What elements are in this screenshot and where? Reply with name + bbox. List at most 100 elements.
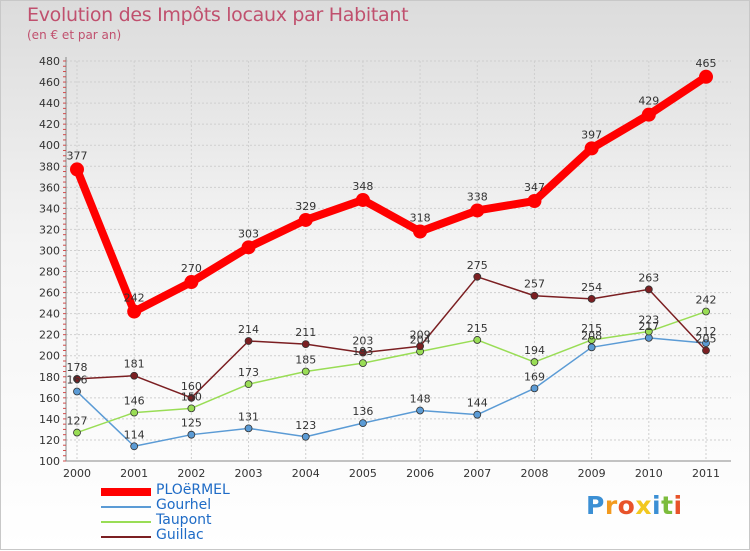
- data-point: [413, 224, 428, 239]
- data-label: 204: [410, 334, 431, 347]
- data-point: [644, 327, 653, 336]
- data-label: 114: [124, 428, 145, 441]
- data-label: 150: [181, 390, 202, 403]
- data-point: [641, 107, 656, 122]
- series-lines: [70, 69, 713, 451]
- data-label: 123: [295, 419, 316, 432]
- x-tick-label: 2008: [520, 467, 548, 480]
- x-tick-label: 2002: [177, 467, 205, 480]
- series-line: [76, 337, 707, 448]
- data-point: [584, 141, 599, 156]
- data-label: 270: [181, 262, 202, 275]
- legend-swatch: [101, 536, 151, 538]
- data-label: 203: [352, 335, 373, 348]
- data-label: 185: [295, 354, 316, 367]
- legend-label: Guillac: [156, 527, 204, 543]
- data-label: 242: [124, 292, 145, 305]
- data-label: 263: [638, 271, 659, 284]
- y-tick-label: 140: [39, 413, 60, 426]
- legend-label: PLOëRMEL: [156, 482, 230, 498]
- data-point: [184, 275, 199, 290]
- y-tick-label: 460: [39, 76, 60, 89]
- data-point: [587, 336, 596, 344]
- data-point: [127, 304, 142, 319]
- chart-title: Evolution des Impôts locaux par Habitant: [27, 4, 409, 26]
- x-tick-label: 2011: [692, 467, 720, 480]
- data-label: 131: [238, 410, 259, 423]
- data-label: 254: [581, 281, 602, 294]
- legend-label: Gourhel: [156, 497, 212, 513]
- data-point: [702, 307, 710, 316]
- data-label: 212: [696, 325, 717, 338]
- x-tick-label: 2005: [349, 467, 377, 480]
- y-tick-label: 240: [39, 308, 60, 321]
- data-point: [470, 203, 485, 218]
- data-label: 329: [295, 200, 316, 213]
- data-point: [702, 346, 710, 355]
- data-label: 223: [638, 314, 659, 327]
- data-label: 348: [352, 180, 373, 193]
- logo-letter: i: [652, 491, 662, 520]
- x-tick-label: 2009: [578, 467, 606, 480]
- legend-swatch: [101, 488, 151, 496]
- logo-letter: i: [673, 491, 683, 520]
- data-point: [70, 162, 84, 177]
- data-point: [241, 240, 256, 255]
- data-point: [301, 432, 310, 441]
- y-tick-label: 120: [39, 434, 60, 447]
- axes: 100 120 140 160 180 200 220 240 260 280 300 320 340 3…: [39, 55, 731, 480]
- data-point: [73, 387, 81, 396]
- data-label: 377: [67, 149, 88, 162]
- data-point: [530, 291, 539, 300]
- data-label: 169: [524, 370, 545, 383]
- y-tick-label: 220: [39, 329, 60, 342]
- data-label: 303: [238, 227, 259, 240]
- data-label: 208: [581, 329, 602, 342]
- logo-letter: x: [635, 491, 652, 520]
- data-point: [359, 359, 367, 368]
- data-label: 160: [181, 380, 202, 393]
- data-label: 193: [352, 345, 373, 358]
- data-point: [473, 272, 482, 281]
- data-point: [527, 194, 542, 208]
- data-label: 173: [238, 366, 259, 379]
- data-label: 397: [581, 128, 602, 141]
- data-point: [530, 358, 539, 366]
- data-label: 275: [467, 259, 488, 272]
- data-point: [301, 340, 310, 349]
- legend-swatch: [101, 506, 151, 508]
- legend-label: Taupont: [156, 512, 212, 528]
- y-tick-label: 180: [39, 371, 60, 384]
- x-tick-label: 2010: [635, 467, 663, 480]
- data-point: [130, 442, 139, 451]
- series-line: [76, 276, 707, 399]
- series-line: [76, 310, 707, 434]
- logo-letter: o: [617, 491, 636, 520]
- y-tick-label: 260: [39, 287, 60, 300]
- data-point: [587, 343, 596, 352]
- data-point: [359, 348, 367, 357]
- data-point: [187, 404, 196, 413]
- y-tick-label: 300: [39, 244, 60, 257]
- data-point: [301, 367, 310, 376]
- data-point: [355, 192, 370, 207]
- y-tick-label: 420: [39, 118, 60, 131]
- x-tick-label: 2007: [463, 467, 491, 480]
- y-tick-label: 400: [39, 139, 60, 152]
- data-point: [187, 393, 196, 402]
- chart-subtitle: (en € et par an): [27, 28, 122, 42]
- data-label: 257: [524, 278, 545, 291]
- y-tick-label: 320: [39, 223, 60, 236]
- data-label: 178: [67, 361, 88, 374]
- data-point: [130, 371, 139, 380]
- data-label: 318: [410, 212, 431, 225]
- data-point: [187, 430, 196, 439]
- data-label: 166: [67, 374, 88, 387]
- data-label: 136: [352, 405, 373, 418]
- logo-letter: t: [661, 491, 674, 520]
- data-point: [587, 294, 596, 303]
- data-point: [244, 424, 253, 433]
- y-tick-label: 480: [39, 55, 60, 68]
- data-point: [416, 342, 424, 351]
